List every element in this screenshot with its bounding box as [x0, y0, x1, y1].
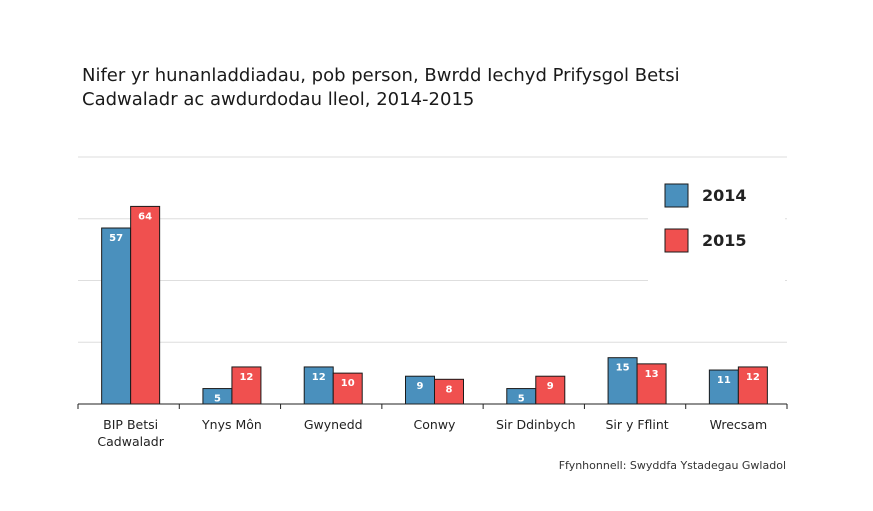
bar-2015 [231, 366, 262, 405]
x-tick-label: Conwy [414, 417, 457, 432]
legend: 2014 2015 [664, 183, 747, 253]
x-tick-label: Sir y Fflint [605, 417, 668, 432]
chart-title-line-2: Cadwaladr ac awdurdodau lleol, 2014-2015 [82, 89, 475, 110]
bar-2014 [303, 366, 334, 405]
data-label: 12 [746, 372, 760, 383]
chart-title-line-1: Nifer yr hunanladdiadau, pob person, Bwr… [82, 65, 680, 86]
data-label: 12 [312, 372, 326, 383]
data-label: 5 [518, 394, 525, 405]
bar-2014 [607, 357, 638, 405]
legend-swatch-2014 [664, 183, 689, 208]
legend-swatch-2015 [664, 228, 689, 253]
data-label: 15 [616, 363, 630, 374]
x-tick-label: Ynys Môn [201, 417, 262, 432]
gridlines [78, 156, 787, 343]
data-label: 8 [446, 384, 453, 395]
bar-2015 [130, 205, 161, 405]
bar-2014 [405, 375, 435, 405]
x-axis: BIP Betsi Cadwaladr Ynys Môn Gwynedd Conwy Si… [77, 403, 788, 449]
x-tick-label: Wrecsam [710, 417, 768, 432]
data-label: 64 [138, 211, 152, 222]
source-note: Ffynhonnell: Swyddfa Ystadegau Gwladol [558, 459, 786, 472]
data-label: 5 [214, 394, 221, 405]
legend-background [648, 165, 785, 282]
data-label: 13 [645, 369, 659, 380]
data-label: 9 [547, 381, 554, 392]
data-label: 12 [239, 372, 253, 383]
data-label: 11 [717, 375, 731, 386]
data-label: 10 [341, 378, 355, 389]
legend-label-2014: 2014 [702, 186, 747, 205]
x-tick-label: Gwynedd [304, 417, 363, 432]
bar-2014 [708, 369, 739, 405]
chart-title: Nifer yr hunanladdiadau, pob person, Bwr… [82, 64, 802, 112]
bars: 57 64 5 12 12 10 9 8 5 9 15 13 11 12 [101, 205, 768, 405]
legend-label-2015: 2015 [702, 231, 747, 250]
data-label: 57 [109, 233, 123, 244]
x-tick-label: Cadwaladr [97, 434, 164, 449]
bar-2014 [101, 227, 132, 405]
x-tick-label: BIP Betsi [103, 417, 158, 432]
x-tick-label: Sir Ddinbych [496, 417, 576, 432]
data-label: 9 [417, 381, 424, 392]
